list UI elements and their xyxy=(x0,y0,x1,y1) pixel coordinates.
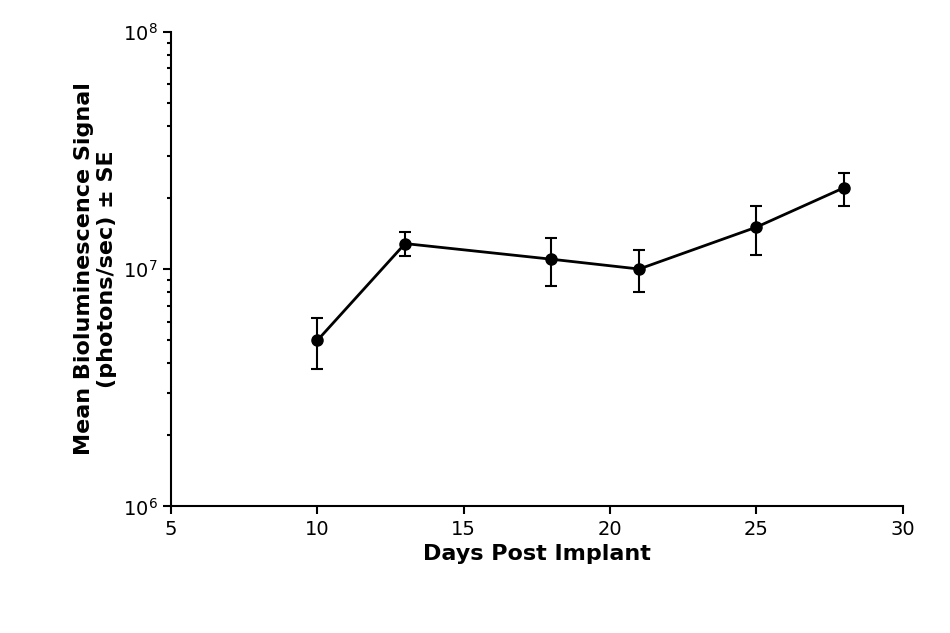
X-axis label: Days Post Implant: Days Post Implant xyxy=(423,544,651,564)
Y-axis label: Mean Bioluminescence Signal
(photons/sec) ± SE: Mean Bioluminescence Signal (photons/sec… xyxy=(74,82,118,456)
